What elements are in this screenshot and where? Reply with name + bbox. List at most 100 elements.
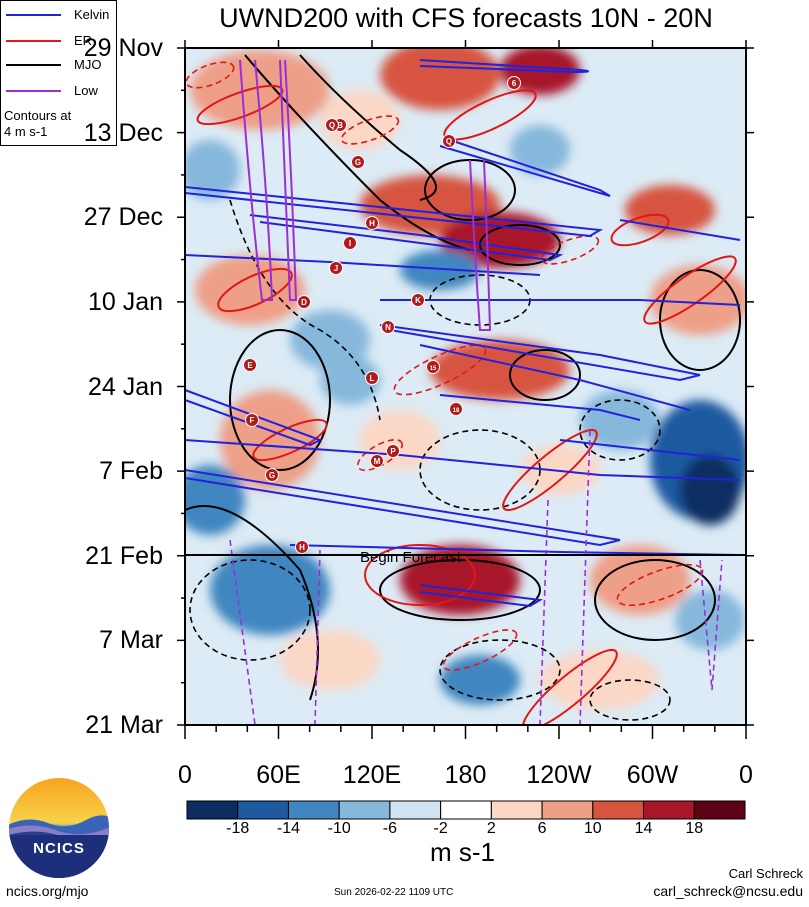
forecast-label: Begin Forecast [360,549,462,566]
colorbar-label: 2 [486,820,496,837]
x-tick-marks [184,40,747,739]
storm-marker-label: 18 [453,408,460,414]
y-tick-label: 21 Mar [85,711,163,739]
storm-marker-label: 15 [430,366,437,372]
storm-marker: E [243,358,257,372]
storm-marker: 6 [507,76,521,90]
author-email[interactable]: carl_schreck@ncsu.edu [653,883,803,899]
logo-text: NCICS [33,840,85,857]
colorbar-label: -14 [276,820,301,837]
storm-marker: H [365,216,379,230]
storm-marker: Q [325,118,339,132]
legend-label: Kelvin [74,7,110,22]
storm-marker-label: F [250,416,255,425]
colorbar-swatch [440,800,492,820]
storm-marker-label: H [369,219,375,228]
colorbar-label: 10 [583,820,602,837]
legend-label: MJO [74,57,102,72]
author-name: Carl Schreck [728,866,803,881]
storm-marker: Q [442,134,456,148]
x-tick-label: 0 [178,761,192,789]
storm-marker: K [411,293,425,307]
timestamp: Sun 2026-02-22 1109 UTC [334,887,454,898]
y-tick-label: 7 Mar [99,626,163,655]
colorbar-label: 6 [537,820,547,837]
ncics-logo: NCICS [8,777,110,879]
storm-marker-label: L [370,374,375,383]
storm-marker: D [297,295,311,309]
storm-marker: F [245,413,259,427]
y-tick-label: 7 Feb [99,457,163,486]
colorbar-label: 18 [685,820,704,837]
storm-marker-label: N [385,323,391,332]
legend-item-er: ER [4,32,114,50]
x-tick-label: 120W [526,761,592,789]
storm-marker: L [365,371,379,385]
storm-marker-label: E [247,361,253,370]
legend-label: Low [74,83,98,98]
storm-marker-label: Q [446,137,452,146]
x-tick-label: 120E [342,761,402,789]
y-tick-marks [177,47,754,726]
legend-label: ER [74,33,93,48]
colorbar-swatch [389,800,442,820]
colorbar-label: -10 [327,820,351,837]
storm-marker-label: H [299,543,305,552]
colorbar-label: 14 [634,820,653,837]
storm-marker-label: M [374,457,381,466]
storm-marker: M [370,454,384,468]
storm-marker-label: P [390,447,396,456]
chart-title: UWND200 with CFS forecasts 10N - 20N [219,3,713,33]
storm-marker-label: I [349,239,351,248]
storm-marker: H [295,540,309,554]
mjo-contours [185,54,741,701]
colorbar-swatch [643,800,695,820]
x-tick-label: 60E [256,761,301,789]
storm-marker: G [351,155,365,169]
colorbar-label: -18 [226,820,250,837]
logo-graphic [9,778,109,878]
colorbar-swatch [237,800,289,820]
storm-marker: 15 [426,360,440,374]
storm-marker: P [386,444,400,458]
y-tick-label: 29 Nov [83,34,163,62]
storm-marker-label: J [334,264,338,273]
x-tick-label: 60W [626,761,679,789]
storm-marker-label: B [337,121,343,130]
y-tick-label: 27 Dec [83,203,163,232]
colorbar-swatch [490,800,543,820]
storm-marker-label: G [269,471,275,480]
colorbar-label: -6 [382,820,398,837]
colorbar-label: -2 [433,820,448,837]
colorbar [186,800,746,820]
low-contours [239,59,492,331]
x-tick-label: 180 [444,761,487,789]
colorbar-swatch [592,800,645,820]
legend-item-mjo: MJO [4,56,114,74]
colorbar-swatch [541,800,594,820]
x-tick-label: 0 [739,761,753,789]
legend: Kelvin ER MJO Low Contours at 4 m s-1 [0,0,117,146]
y-tick-label: 24 Jan [87,372,163,401]
storm-marker: J [329,261,343,275]
colorbar-swatch [287,800,340,820]
storm-marker-label: Q [329,121,335,130]
source-url[interactable]: ncics.org/mjo [6,883,89,899]
colorbar-units: m s-1 [430,837,495,867]
colorbar-swatch [693,800,746,820]
y-tick-label: 10 Jan [87,287,163,316]
storm-marker-label: 6 [512,79,517,88]
y-tick-label: 13 Dec [83,118,163,147]
legend-item-kelvin: Kelvin [4,6,114,24]
storm-markers: B 6 Q G H I J D K N E L 15 F G 18 MP H Q [243,76,521,554]
storm-marker-label: K [415,296,421,305]
heatmap-field: B 6 Q G H I J D K N E L 15 F G 18 MP H Q [185,48,746,725]
y-tick-label: 21 Feb [85,541,163,570]
storm-marker-label: G [355,158,361,167]
colorbar-swatch [186,800,239,820]
storm-marker: G [265,468,279,482]
colorbar-swatch [338,800,391,820]
legend-note-line: 4 m s-1 [4,124,48,139]
legend-item-low: Low [4,82,114,100]
